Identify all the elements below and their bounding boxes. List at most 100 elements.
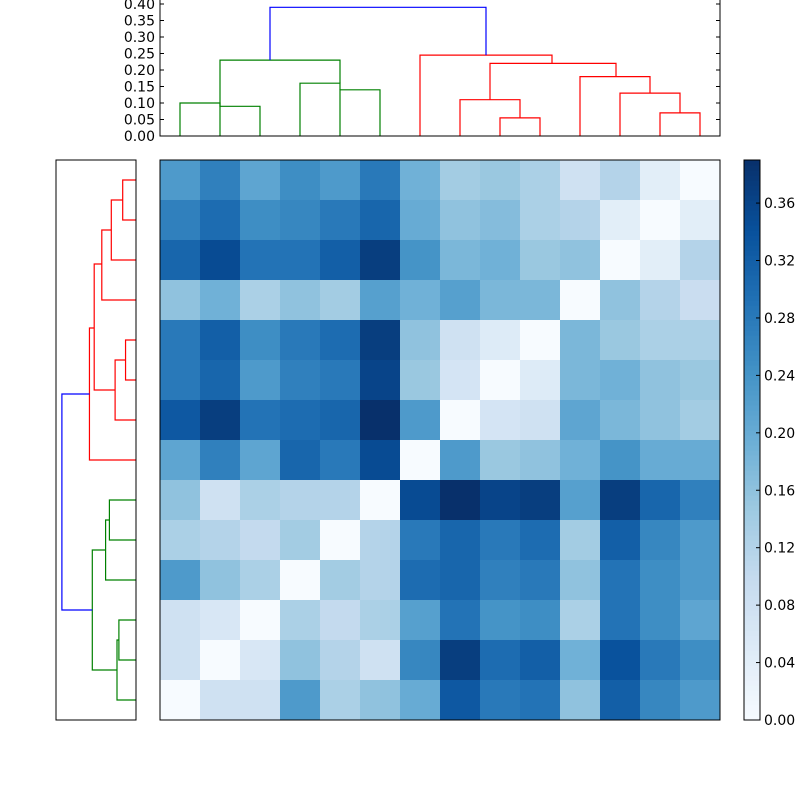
- colorbar-swatch: [744, 180, 760, 186]
- heatmap-cell: [360, 440, 401, 481]
- heatmap-cell: [480, 480, 521, 521]
- heatmap-cell: [320, 160, 361, 201]
- colorbar-tick-label: 0.24: [764, 368, 795, 384]
- heatmap-cell: [200, 600, 241, 641]
- heatmap-cell: [520, 560, 561, 601]
- colorbar-swatch: [744, 320, 760, 326]
- heatmap-cell: [200, 440, 241, 481]
- heatmap-cell: [560, 520, 601, 561]
- colorbar-swatch: [744, 225, 760, 231]
- heatmap-cell: [200, 240, 241, 281]
- heatmap-cell: [160, 560, 201, 601]
- top-dendrogram: [159, 0, 721, 137]
- y-tick-label: 0.15: [124, 80, 155, 96]
- heatmap-cell: [200, 320, 241, 361]
- colorbar-swatch: [744, 265, 760, 271]
- y-tick-label: 0.25: [124, 47, 155, 63]
- heatmap-cell: [400, 280, 441, 321]
- heatmap-cell: [320, 360, 361, 401]
- heatmap-cell: [280, 280, 321, 321]
- colorbar-swatch: [744, 575, 760, 581]
- heatmap-cell: [400, 200, 441, 241]
- heatmap-cell: [600, 320, 641, 361]
- heatmap-cell: [560, 240, 601, 281]
- dendrogram-link: [61, 393, 93, 611]
- heatmap-cell: [640, 320, 681, 361]
- heatmap-cell: [240, 640, 281, 681]
- heatmap-cell: [560, 600, 601, 641]
- heatmap-cell: [320, 520, 361, 561]
- heatmap-cell: [240, 400, 281, 441]
- heatmap-cell: [680, 240, 721, 281]
- colorbar-swatch: [744, 210, 760, 216]
- heatmap-cell: [360, 640, 401, 681]
- heatmap-cell: [480, 280, 521, 321]
- left-dendrogram-frame: [55, 159, 137, 721]
- colorbar-swatch: [744, 395, 760, 401]
- colorbar-swatch: [744, 685, 760, 691]
- colorbar-swatch: [744, 380, 760, 386]
- heatmap-cell: [480, 360, 521, 401]
- heatmap-cell: [680, 280, 721, 321]
- dendrogram-link: [124, 339, 136, 381]
- y-tick-label: 0.40: [124, 0, 155, 13]
- heatmap-cell: [640, 360, 681, 401]
- colorbar-swatch: [744, 195, 760, 201]
- heatmap-cell: [560, 680, 601, 721]
- colorbar-swatch: [744, 400, 760, 406]
- colorbar-swatch: [744, 690, 760, 696]
- colorbar-swatch: [744, 495, 760, 501]
- heatmap-cell: [320, 560, 361, 601]
- heatmap-cell: [400, 640, 441, 681]
- colorbar-swatch: [744, 315, 760, 321]
- colorbar-swatch: [744, 260, 760, 266]
- heatmap-cell: [280, 400, 321, 441]
- heatmap-cell: [360, 560, 401, 601]
- heatmap-cell: [520, 480, 561, 521]
- heatmap-cell: [680, 320, 721, 361]
- heatmap-cell: [560, 320, 601, 361]
- dendrogram-link: [179, 102, 221, 136]
- heatmap-cell: [160, 320, 201, 361]
- heatmap-cell: [640, 680, 681, 721]
- heatmap-cell: [640, 440, 681, 481]
- heatmap-cell: [440, 160, 481, 201]
- colorbar-tick-label: 0.12: [764, 541, 795, 557]
- heatmap-cell: [520, 680, 561, 721]
- heatmap-cell: [240, 360, 281, 401]
- colorbar-swatch: [744, 645, 760, 651]
- y-tick-label: 0.10: [124, 96, 155, 112]
- heatmap-cell: [480, 240, 521, 281]
- colorbar-swatch: [744, 540, 760, 546]
- heatmap-cell: [680, 480, 721, 521]
- heatmap-cell: [480, 320, 521, 361]
- heatmap-cell: [240, 320, 281, 361]
- colorbar-swatch: [744, 295, 760, 301]
- heatmap-cell: [440, 400, 481, 441]
- colorbar-swatch: [744, 310, 760, 316]
- colorbar-swatch: [744, 640, 760, 646]
- heatmap-cell: [400, 240, 441, 281]
- colorbar-swatch: [744, 345, 760, 351]
- heatmap-cell: [280, 560, 321, 601]
- top-dendrogram-y-axis: 0.000.050.100.150.200.250.300.350.40: [124, 0, 720, 145]
- heatmap-cell: [600, 600, 641, 641]
- heatmap-cell: [440, 240, 481, 281]
- colorbar-swatch: [744, 330, 760, 336]
- heatmap-cell: [360, 240, 401, 281]
- heatmap-cell: [600, 280, 641, 321]
- dendrogram-link: [219, 59, 341, 103]
- colorbar-swatch: [744, 435, 760, 441]
- heatmap-cell: [200, 160, 241, 201]
- dendrogram-link: [91, 549, 117, 671]
- heatmap-cell: [200, 520, 241, 561]
- heatmap-cell: [360, 680, 401, 721]
- colorbar-swatch: [744, 615, 760, 621]
- heatmap-cell: [280, 640, 321, 681]
- heatmap-cell: [520, 600, 561, 641]
- heatmap-cell: [640, 160, 681, 201]
- heatmap-cell: [320, 240, 361, 281]
- heatmap-cell: [640, 600, 681, 641]
- heatmap-cell: [280, 320, 321, 361]
- colorbar-swatch: [744, 555, 760, 561]
